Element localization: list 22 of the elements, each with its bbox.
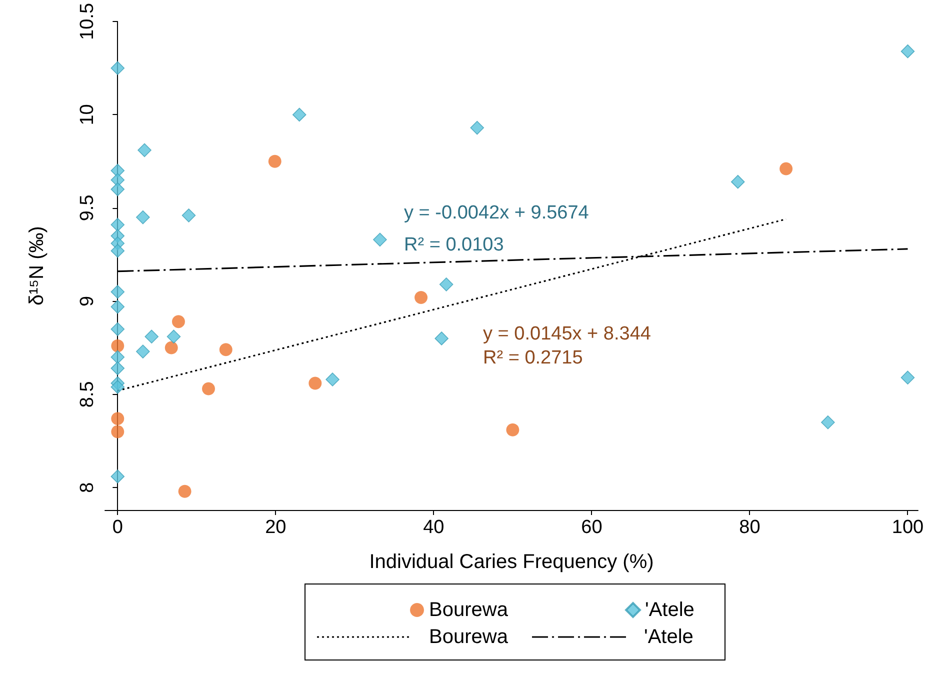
x-axis-title: Individual Caries Frequency (%)	[369, 551, 654, 573]
x-tick-label: 100	[892, 517, 924, 538]
legend-label: 'Atele	[645, 599, 694, 621]
legend-label: Bourewa	[429, 599, 509, 621]
y-tick-label: 10.5	[77, 3, 98, 40]
annotation: y = -0.0042x + 9.5674	[404, 202, 590, 224]
y-tick-label: 9	[77, 296, 98, 306]
y-tick-label: 8.5	[77, 381, 98, 408]
x-tick-label: 80	[739, 517, 760, 538]
x-tick-label: 60	[581, 517, 602, 538]
annotation: y = 0.0145x + 8.344	[483, 324, 652, 344]
x-tick-label: 0	[112, 517, 123, 538]
annotation: R² = 0.2715	[483, 348, 583, 368]
legend-label: 'Atele	[644, 626, 694, 648]
y-tick-label: 8	[77, 482, 98, 493]
legend-label: Bourewa	[429, 626, 509, 648]
x-tick-label: 20	[265, 517, 286, 538]
y-tick-label: 10	[77, 104, 98, 126]
annotation: R² = 0.0103	[404, 234, 504, 256]
y-axis-title: δ¹⁵N (‰)	[26, 226, 48, 306]
y-tick-label: 9.5	[77, 194, 98, 222]
x-tick-label: 40	[423, 517, 444, 538]
